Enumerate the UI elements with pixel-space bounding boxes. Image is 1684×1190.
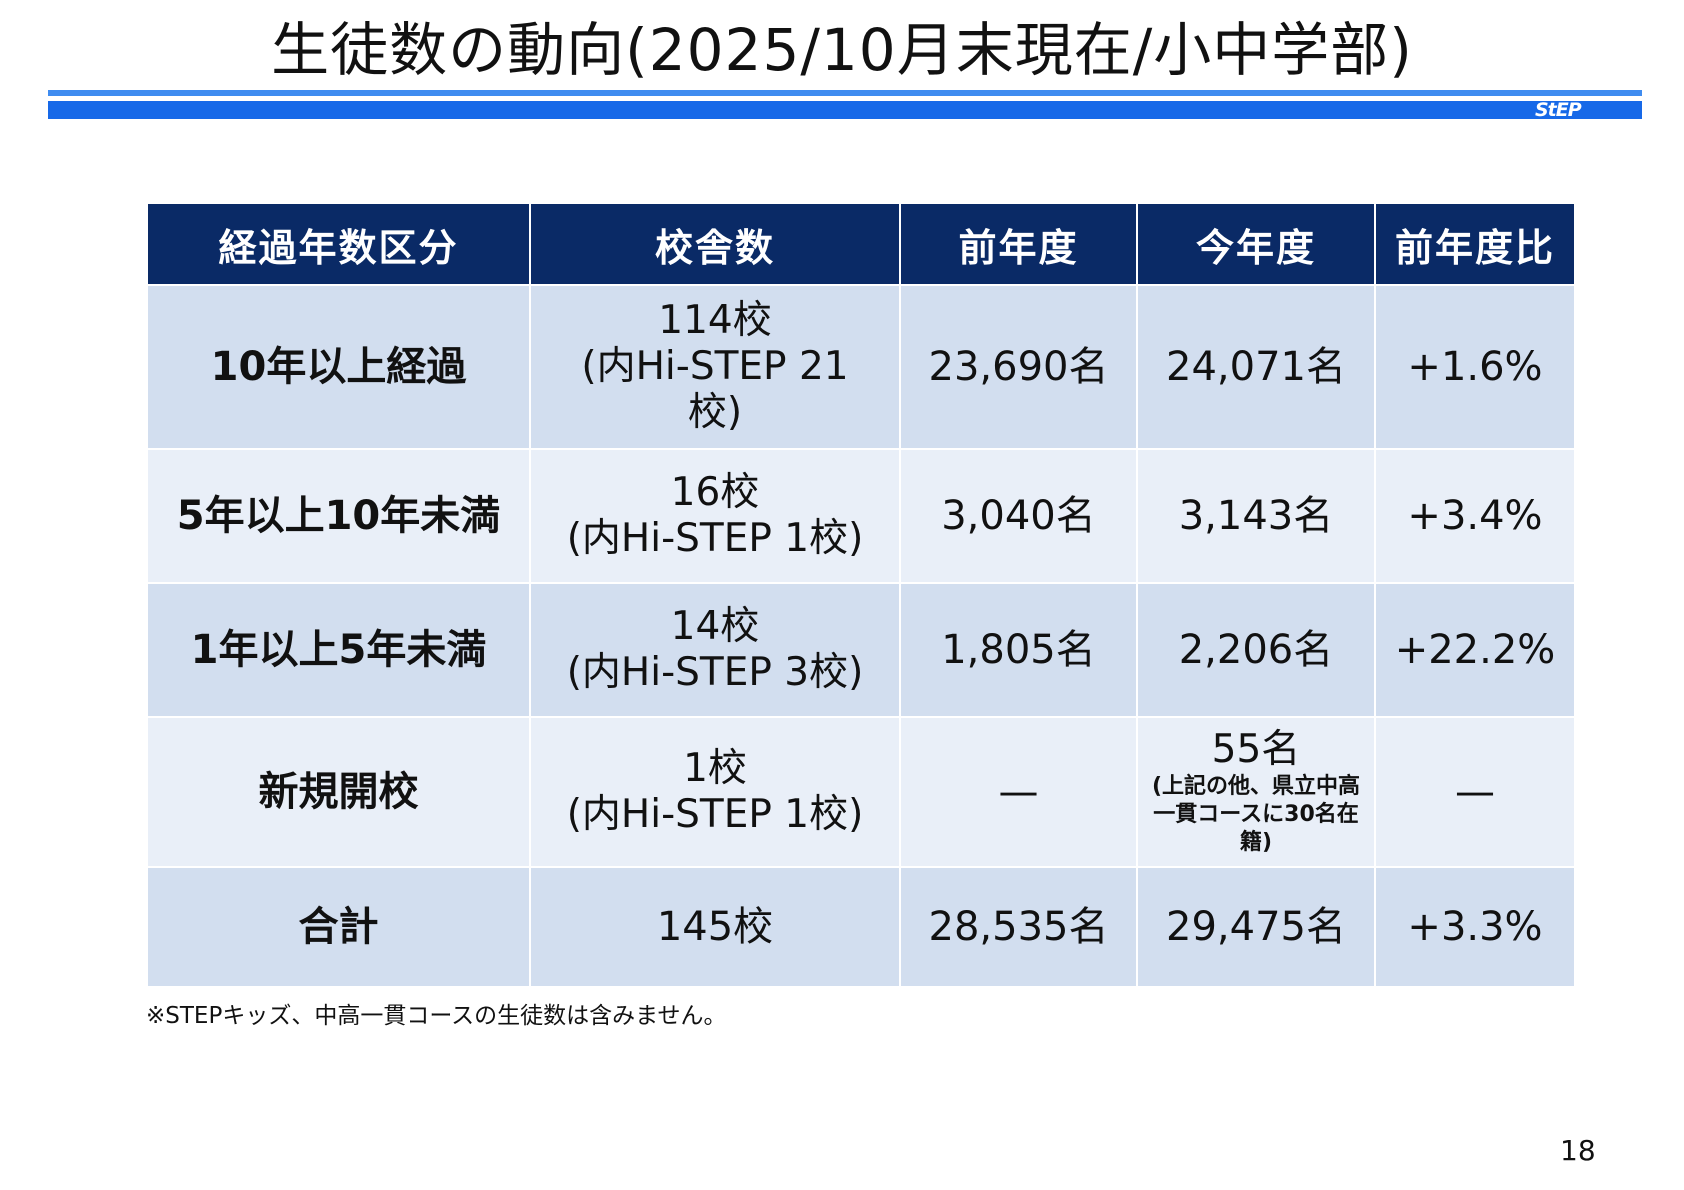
- category-cell: 新規開校: [146, 716, 531, 868]
- current-year-cell: 24,071名: [1136, 284, 1376, 450]
- category-cell: 10年以上経過: [146, 284, 531, 450]
- column-header-current-year: 今年度: [1136, 202, 1376, 286]
- previous-year-cell: 23,690名: [899, 284, 1138, 450]
- header-rule-thick: [48, 101, 1642, 119]
- current-year-cell: 3,143名: [1136, 448, 1376, 584]
- table-row-total: 合計 145校 28,535名 29,475名 +3.3%: [146, 866, 1576, 988]
- schools-count: 16校: [670, 470, 760, 515]
- table-row: 新規開校 1校 (内Hi-STEP 1校) — 55名 (上記の他、県立中高一貫…: [146, 716, 1576, 868]
- current-year-value: 55名: [1211, 727, 1301, 772]
- current-year-note: (上記の他、県立中高一貫コースに30名在籍): [1151, 774, 1361, 855]
- current-year-cell: 29,475名: [1136, 866, 1376, 988]
- table-row: 10年以上経過 114校 (内Hi-STEP 21校) 23,690名 24,0…: [146, 284, 1576, 450]
- previous-year-cell: 1,805名: [899, 582, 1138, 718]
- header-rule-thin: [48, 90, 1642, 96]
- page-number: 18: [1560, 1134, 1596, 1167]
- previous-year-cell: —: [899, 716, 1138, 868]
- step-logo: StEP: [1535, 99, 1582, 121]
- column-header-schools: 校舎数: [529, 202, 901, 286]
- current-year-cell: 55名 (上記の他、県立中高一貫コースに30名在籍): [1136, 716, 1376, 868]
- column-header-year-over-year: 前年度比: [1374, 202, 1576, 286]
- previous-year-cell: 28,535名: [899, 866, 1138, 988]
- schools-note: (内Hi-STEP 3校): [566, 650, 864, 695]
- schools-cell: 114校 (内Hi-STEP 21校): [529, 284, 901, 450]
- schools-cell: 1校 (内Hi-STEP 1校): [529, 716, 901, 868]
- table-row: 1年以上5年未満 14校 (内Hi-STEP 3校) 1,805名 2,206名…: [146, 582, 1576, 718]
- footnote: ※STEPキッズ、中高一貫コースの生徒数は含みません。: [146, 1003, 727, 1029]
- column-header-previous-year: 前年度: [899, 202, 1138, 286]
- schools-count: 114校: [658, 298, 772, 343]
- previous-year-cell: 3,040名: [899, 448, 1138, 584]
- ratio-cell: +1.6%: [1374, 284, 1576, 450]
- table-header-row: 経過年数区分 校舎数 前年度 今年度 前年度比: [146, 202, 1576, 286]
- schools-count: 1校: [683, 746, 747, 791]
- schools-cell: 14校 (内Hi-STEP 3校): [529, 582, 901, 718]
- schools-cell: 16校 (内Hi-STEP 1校): [529, 448, 901, 584]
- category-cell: 1年以上5年未満: [146, 582, 531, 718]
- student-count-table: 経過年数区分 校舎数 前年度 今年度 前年度比 10年以上経過 114校 (内H…: [146, 202, 1576, 988]
- ratio-cell: +3.3%: [1374, 866, 1576, 988]
- category-cell: 合計: [146, 866, 531, 988]
- current-year-cell: 2,206名: [1136, 582, 1376, 718]
- schools-note: (内Hi-STEP 21校): [581, 344, 849, 435]
- page-title: 生徒数の動向(2025/10月末現在/小中学部): [271, 16, 1413, 84]
- column-header-category: 経過年数区分: [146, 202, 531, 286]
- ratio-cell: +3.4%: [1374, 448, 1576, 584]
- schools-count: 14校: [670, 604, 760, 649]
- schools-note: (内Hi-STEP 1校): [566, 516, 864, 561]
- category-cell: 5年以上10年未満: [146, 448, 531, 584]
- schools-cell: 145校: [529, 866, 901, 988]
- schools-note: (内Hi-STEP 1校): [566, 792, 864, 837]
- ratio-cell: +22.2%: [1374, 582, 1576, 718]
- table-row: 5年以上10年未満 16校 (内Hi-STEP 1校) 3,040名 3,143…: [146, 448, 1576, 584]
- ratio-cell: —: [1374, 716, 1576, 868]
